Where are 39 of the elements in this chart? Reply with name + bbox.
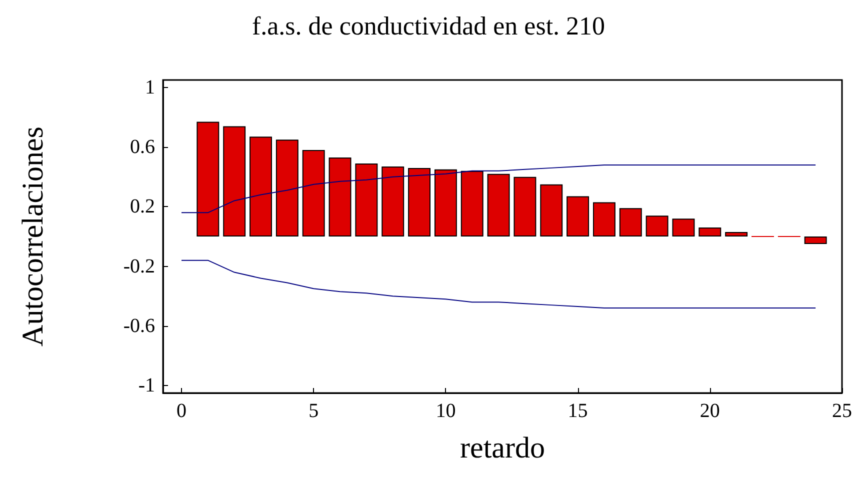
bar — [487, 174, 510, 236]
bar — [619, 208, 642, 236]
bar — [382, 166, 404, 236]
bar — [355, 163, 378, 236]
bar — [328, 158, 352, 236]
bar — [646, 216, 668, 236]
bar — [725, 232, 748, 236]
bar — [250, 136, 272, 236]
chart-title: f.a.s. de conductividad en est. 210 — [252, 12, 606, 40]
bar — [592, 202, 616, 236]
x-tick-label: 10 — [436, 400, 456, 422]
y-tick-label: -0.6 — [123, 314, 155, 337]
bar — [223, 126, 246, 236]
x-tick-label: 25 — [832, 400, 852, 422]
bar — [196, 122, 220, 236]
bar — [804, 236, 827, 244]
line-series — [180, 164, 816, 214]
bar — [672, 218, 695, 236]
x-tick-label: 15 — [568, 400, 588, 422]
bar — [460, 170, 484, 236]
y-tick-label: 1 — [145, 76, 155, 98]
line-series — [180, 260, 816, 309]
x-axis-title: retardo — [460, 432, 545, 464]
y-tick-label: -0.2 — [123, 255, 155, 278]
bar — [408, 168, 431, 236]
bar — [514, 176, 536, 236]
bar — [698, 228, 722, 236]
y-axis-title: Autocorrelaciones — [16, 126, 50, 346]
y-tick-label: 0.2 — [130, 196, 155, 218]
bar — [540, 184, 563, 236]
y-tick-label: -1 — [138, 374, 155, 397]
x-tick-label: 0 — [176, 400, 186, 422]
bar — [434, 169, 457, 236]
bar — [302, 150, 325, 236]
bar — [566, 196, 590, 236]
y-tick-label: 0.6 — [130, 136, 155, 158]
x-tick-label: 20 — [700, 400, 720, 422]
x-tick-label: 5 — [308, 400, 319, 422]
bar — [276, 140, 298, 236]
